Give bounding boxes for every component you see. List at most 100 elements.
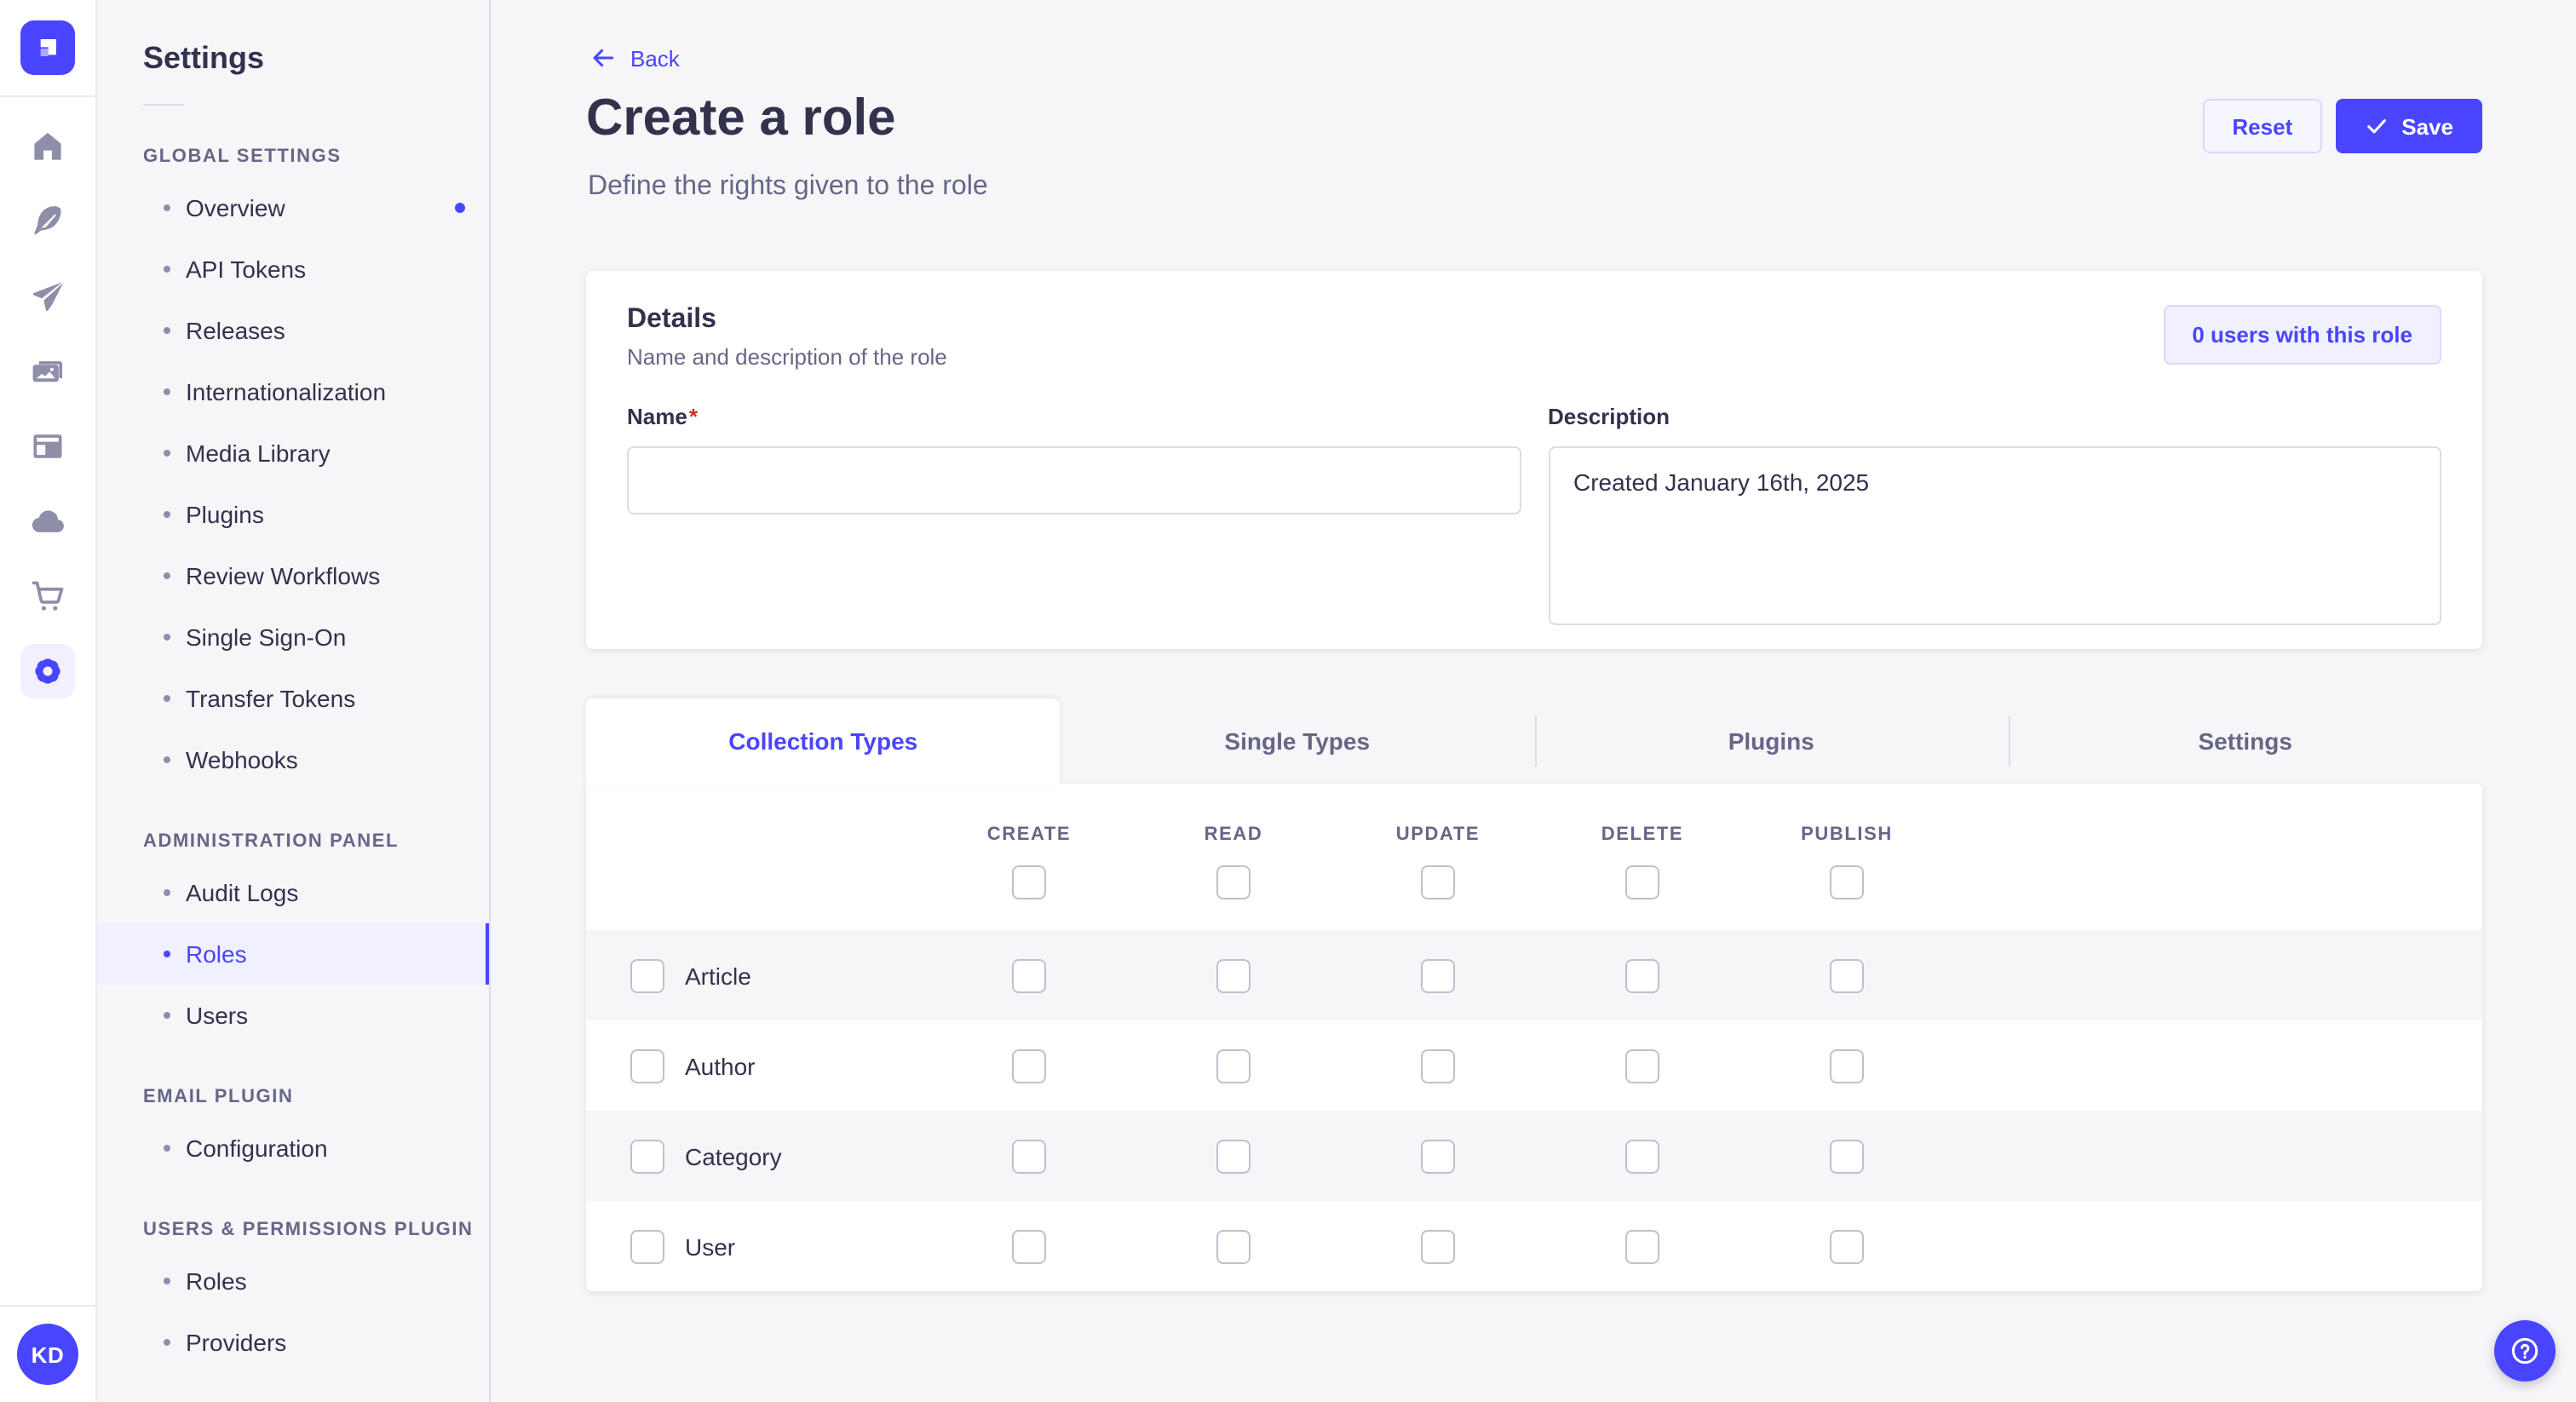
strapi-logo-icon — [40, 39, 56, 56]
category-read-checkbox[interactable] — [1216, 1139, 1251, 1173]
users-permissions-list: Roles Providers — [95, 1250, 489, 1373]
user-publish-checkbox[interactable] — [1830, 1229, 1864, 1263]
back-link[interactable]: Back — [589, 44, 680, 72]
category-publish-checkbox[interactable] — [1830, 1139, 1864, 1173]
select-all-read-checkbox[interactable] — [1216, 865, 1251, 899]
tab-plugins[interactable]: Plugins — [1534, 698, 2009, 784]
description-textarea[interactable]: Created January 16th, 2025 — [1548, 446, 2441, 625]
category-row-checkbox[interactable] — [630, 1139, 664, 1173]
sidebar-item-single-sign-on[interactable]: Single Sign-On — [95, 606, 489, 668]
author-row-checkbox[interactable] — [630, 1049, 664, 1083]
reset-button[interactable]: Reset — [2203, 99, 2322, 153]
article-publish-checkbox[interactable] — [1830, 958, 1864, 992]
article-row-checkbox[interactable] — [630, 958, 664, 992]
help-icon — [2511, 1337, 2539, 1365]
description-label: Description — [1548, 404, 1670, 429]
user-avatar[interactable]: KD — [17, 1324, 78, 1385]
article-update-checkbox[interactable] — [1421, 958, 1455, 992]
sidebar-item-releases[interactable]: Releases — [95, 300, 489, 361]
sidebar-item-users[interactable]: Users — [95, 985, 489, 1046]
settings-gear-icon[interactable] — [20, 644, 75, 698]
sidebar-item-webhooks[interactable]: Webhooks — [95, 729, 489, 790]
sidebar-item-review-workflows[interactable]: Review Workflows — [95, 545, 489, 606]
settings-sidebar: Settings GLOBAL SETTINGS Overview API To… — [95, 0, 491, 1402]
row-label: Article — [685, 962, 751, 989]
permissions-header: CREATE READ UPDATE DELETE PUBLISH — [586, 784, 2482, 930]
user-delete-checkbox[interactable] — [1625, 1229, 1659, 1263]
home-icon[interactable] — [20, 119, 75, 174]
bullet-icon — [164, 572, 170, 579]
icon-rail: KD — [0, 0, 97, 1402]
user-update-checkbox[interactable] — [1421, 1229, 1455, 1263]
bullet-icon — [164, 450, 170, 457]
marketplace-cart-icon[interactable] — [20, 569, 75, 623]
user-row-checkbox[interactable] — [630, 1229, 664, 1263]
help-button[interactable] — [2494, 1320, 2556, 1382]
select-all-create-checkbox[interactable] — [1012, 865, 1046, 899]
check-icon — [2366, 119, 2386, 134]
sidebar-item-up-roles[interactable]: Roles — [95, 1250, 489, 1312]
select-all-update-checkbox[interactable] — [1421, 865, 1455, 899]
select-all-publish-checkbox[interactable] — [1830, 865, 1864, 899]
category-create-checkbox[interactable] — [1012, 1139, 1046, 1173]
save-button[interactable]: Save — [2335, 99, 2482, 153]
name-input[interactable] — [627, 446, 1521, 514]
back-arrow-icon — [593, 49, 614, 67]
notification-dot — [455, 203, 465, 213]
sidebar-item-overview[interactable]: Overview — [95, 177, 489, 238]
table-row-category: Category — [586, 1111, 2482, 1201]
tab-collection-types[interactable]: Collection Types — [586, 698, 1061, 784]
user-read-checkbox[interactable] — [1216, 1229, 1251, 1263]
paper-plane-icon[interactable] — [20, 269, 75, 324]
user-create-checkbox[interactable] — [1012, 1229, 1046, 1263]
tab-single-types[interactable]: Single Types — [1224, 727, 1371, 755]
content-manager-icon[interactable] — [20, 419, 75, 474]
bullet-icon — [164, 327, 170, 334]
bullet-icon — [164, 511, 170, 518]
sidebar-item-plugins[interactable]: Plugins — [95, 484, 489, 545]
tab-strip: Collection Types Single Types Plugins Se… — [586, 698, 2482, 784]
article-create-checkbox[interactable] — [1012, 958, 1046, 992]
table-row-user: User — [586, 1201, 2482, 1291]
tab-settings[interactable]: Settings — [2008, 698, 2483, 784]
author-update-checkbox[interactable] — [1421, 1049, 1455, 1083]
feather-icon[interactable] — [20, 194, 75, 249]
strapi-logo[interactable] — [20, 20, 75, 75]
bullet-icon — [164, 889, 170, 896]
category-delete-checkbox[interactable] — [1625, 1139, 1659, 1173]
sidebar-item-configuration[interactable]: Configuration — [95, 1118, 489, 1179]
author-read-checkbox[interactable] — [1216, 1049, 1251, 1083]
column-header-delete: DELETE — [1601, 825, 1684, 845]
section-label-email-plugin: EMAIL PLUGIN — [143, 1087, 294, 1107]
bullet-icon — [164, 204, 170, 211]
column-header-create: CREATE — [986, 825, 1072, 845]
bullet-icon — [164, 756, 170, 763]
details-card: Details Name and description of the role… — [586, 271, 2482, 649]
row-label: User — [685, 1232, 736, 1260]
author-delete-checkbox[interactable] — [1625, 1049, 1659, 1083]
article-delete-checkbox[interactable] — [1625, 958, 1659, 992]
cloud-icon[interactable] — [20, 494, 75, 549]
author-create-checkbox[interactable] — [1012, 1049, 1046, 1083]
select-all-delete-checkbox[interactable] — [1625, 865, 1659, 899]
category-update-checkbox[interactable] — [1421, 1139, 1455, 1173]
author-publish-checkbox[interactable] — [1830, 1049, 1864, 1083]
name-label: Name * — [627, 404, 698, 429]
column-header-update: UPDATE — [1395, 825, 1481, 845]
required-asterisk: * — [688, 404, 698, 429]
sidebar-item-audit-logs[interactable]: Audit Logs — [95, 862, 489, 923]
sidebar-item-roles-active[interactable]: Roles — [95, 923, 489, 985]
bullet-icon — [164, 1278, 170, 1284]
bullet-icon — [164, 634, 170, 641]
users-with-role-button[interactable]: 0 users with this role — [2163, 305, 2441, 365]
sidebar-item-internationalization[interactable]: Internationalization — [95, 361, 489, 422]
sidebar-item-transfer-tokens[interactable]: Transfer Tokens — [95, 668, 489, 729]
article-read-checkbox[interactable] — [1216, 958, 1251, 992]
media-library-icon[interactable] — [20, 344, 75, 399]
column-header-read: READ — [1204, 825, 1263, 845]
sidebar-item-up-providers[interactable]: Providers — [95, 1312, 489, 1373]
sidebar-item-media-library[interactable]: Media Library — [95, 422, 489, 484]
bullet-icon — [164, 1012, 170, 1019]
sidebar-item-api-tokens[interactable]: API Tokens — [95, 238, 489, 300]
permissions-table: CREATE READ UPDATE DELETE PUBLISH — [586, 784, 2482, 1291]
